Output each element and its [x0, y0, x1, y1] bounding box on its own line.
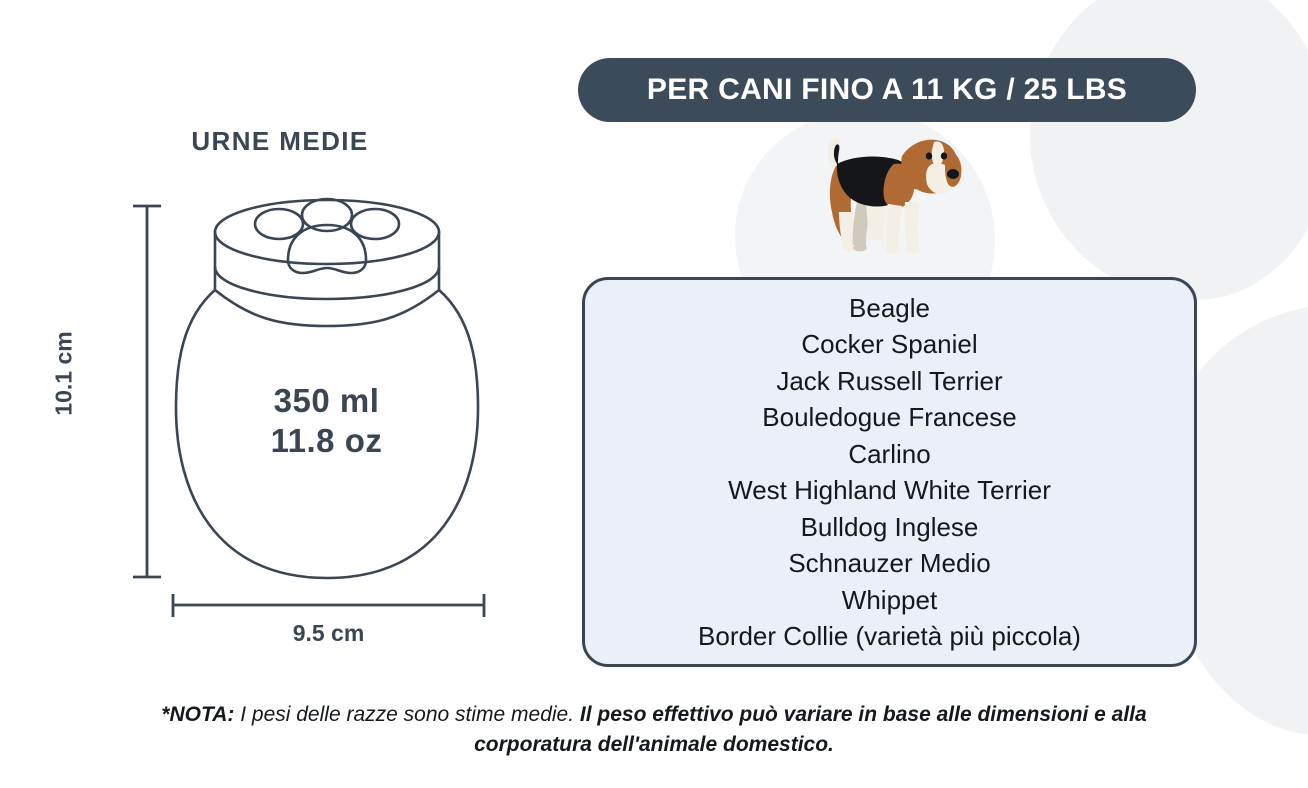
paw-toe-right	[349, 207, 401, 241]
urn-diagram	[133, 197, 486, 617]
dog-tail-dark	[833, 144, 840, 166]
beagle-dog-icon	[827, 136, 962, 254]
urn-lid-rim	[213, 230, 441, 301]
urn-volume-oz: 11.8 oz	[270, 422, 383, 459]
paw-pad	[286, 223, 368, 275]
dog-hindquarter	[829, 166, 862, 238]
breed-item: West Highland White Terrier	[728, 475, 1051, 505]
breed-item: Bouledogue Francese	[762, 402, 1017, 432]
page-title: URNE MEDIE	[191, 126, 369, 156]
dog-paw-hind-near	[853, 244, 867, 252]
footnote-italic: I pesi delle razze sono stime medie.	[234, 703, 580, 726]
weight-range-banner: PER CANI FINO A 11 KG / 25 LBS	[578, 58, 1196, 122]
footnote-bold: Il peso effettivo può variare in base al…	[474, 703, 1147, 756]
breed-list-box: Beagle Cocker Spaniel Jack Russell Terri…	[582, 277, 1197, 667]
dog-eye-far	[925, 152, 933, 160]
breed-item: Border Collie (varietà più piccola)	[698, 621, 1081, 651]
breed-item: Beagle	[849, 292, 930, 323]
dog-ear-far	[905, 154, 924, 190]
dog-paw-front-near	[906, 246, 920, 254]
dog-hind-leg-far	[839, 212, 856, 248]
breed-item: Whippet	[841, 584, 938, 615]
urn-panel: URNE MEDIE	[0, 0, 560, 690]
dog-blaze	[931, 141, 944, 168]
urn-width-label: 9.5 cm	[292, 620, 365, 646]
breed-item: Schnauzer Medio	[788, 548, 991, 578]
banner-label: PER CANI FINO A 11 KG / 25 LBS	[646, 73, 1128, 106]
breed-item: Jack Russell Terrier	[776, 365, 1003, 396]
breed-item: Cocker Spaniel	[801, 329, 978, 359]
urn-volume-ml: 350 ml	[273, 382, 380, 419]
dog-paw-front-far	[886, 246, 900, 254]
urn-height-label: 10.1 cm	[50, 331, 77, 416]
dog-eye-near	[940, 152, 948, 160]
dog-ear-near	[945, 150, 962, 187]
urn-body	[174, 288, 480, 580]
dog-front-leg-near	[904, 202, 919, 250]
footnote-note: *NOTA: I pesi delle razze sono stime med…	[154, 700, 1154, 760]
background-blob-top-right	[1030, 0, 1308, 300]
dog-paw-hind-far	[843, 244, 857, 252]
dog-front-leg-far	[886, 204, 902, 250]
paw-toe-left	[253, 207, 305, 241]
breed-item: Carlino	[848, 438, 931, 469]
paw-toe-center	[300, 197, 354, 233]
dog-nose	[947, 169, 959, 179]
footnote-prefix: *NOTA:	[161, 703, 235, 726]
breed-item: Bulldog Inglese	[800, 511, 979, 542]
